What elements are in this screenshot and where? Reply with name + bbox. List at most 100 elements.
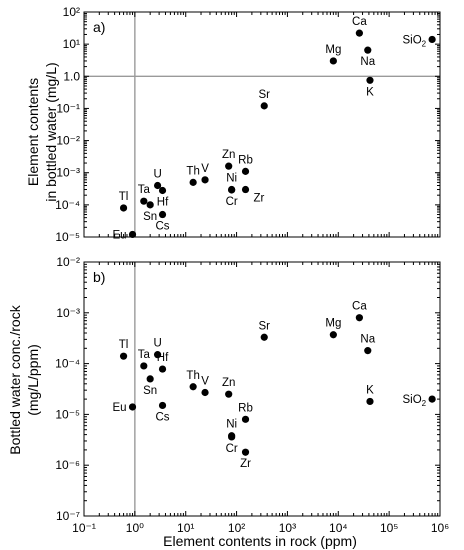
- panel-a: a) Element contents in bottled water (mg…: [25, 5, 441, 244]
- point-ta: [140, 197, 148, 205]
- point-label-ni: Ni: [226, 173, 237, 185]
- point-label-cs: Cs: [155, 221, 169, 233]
- y-tick-label: 10⁻¹: [56, 101, 80, 115]
- x-tick-label: 10⁴: [329, 521, 348, 535]
- point-label-sio2: SiO2: [402, 34, 426, 48]
- point-label-hf: Hf: [157, 196, 169, 208]
- point-cs: [158, 401, 167, 410]
- point-label-hf: Hf: [157, 352, 169, 364]
- point-label-mg: Mg: [325, 44, 341, 56]
- point-label-zr: Zr: [240, 458, 251, 470]
- point-label-ta: Ta: [138, 184, 151, 196]
- panel-b-ylabel-line1: Bottled water conc./rock: [7, 304, 23, 454]
- point-label-cr: Cr: [226, 443, 238, 455]
- point-cr: [228, 433, 236, 441]
- panel-a-label: a): [93, 19, 105, 35]
- point-hf: [158, 186, 167, 195]
- panel-b-ylabel-line2: (mg/L/ppm): [25, 344, 41, 416]
- point-u: [153, 181, 162, 190]
- x-tick-label: 10⁵: [380, 521, 398, 535]
- x-tick-label: 10⁰: [126, 521, 144, 535]
- point-label-zr: Zr: [254, 193, 265, 205]
- point-ta: [140, 362, 148, 370]
- y-tick-label: 10⁻⁵: [55, 230, 80, 244]
- y-tick-label: 10²: [63, 5, 80, 19]
- point-th: [189, 178, 197, 186]
- point-ca: [355, 314, 363, 322]
- y-tick-label: 10⁻²: [56, 134, 80, 148]
- panel-a-ylabel-line2: in bottled water (mg/L): [43, 62, 59, 201]
- point-sio2: [428, 35, 436, 44]
- point-label-eu: Eu: [112, 229, 126, 241]
- point-label-sr: Sr: [258, 89, 270, 101]
- y-tick-label: 10⁻⁴: [55, 357, 80, 371]
- point-label-u: U: [153, 338, 161, 350]
- point-label-na: Na: [360, 56, 375, 68]
- y-tick-label: 1.0: [63, 69, 80, 83]
- point-zn: [225, 162, 233, 170]
- point-rb: [241, 415, 250, 423]
- y-tick-label: 10¹: [63, 37, 80, 51]
- point-label-cr: Cr: [226, 196, 238, 208]
- point-sr: [260, 102, 268, 110]
- y-tick-label: 10⁻³: [56, 166, 80, 180]
- point-label-th: Th: [186, 370, 199, 382]
- point-label-sn: Sn: [143, 211, 157, 223]
- x-tick-label: 10³: [279, 521, 296, 535]
- point-label-sr: Sr: [258, 320, 270, 332]
- y-tick-label: 10⁻³: [56, 306, 80, 320]
- point-label-mg: Mg: [325, 318, 341, 330]
- y-tick-label: 10⁻⁷: [56, 509, 80, 523]
- point-label-zn: Zn: [222, 377, 235, 389]
- point-sio2: [428, 395, 436, 403]
- y-tick-label: 10⁻²: [56, 255, 80, 269]
- point-hf: [158, 365, 167, 373]
- y-tick-label: 10⁻⁶: [55, 458, 80, 472]
- x-tick-label: 10²: [228, 521, 245, 535]
- panel-a-ylabel-line1: Element contents: [25, 78, 41, 186]
- y-tick-label: 10⁻⁵: [55, 407, 80, 421]
- point-label-u: U: [153, 169, 161, 181]
- point-eu: [128, 230, 137, 239]
- point-sn: [146, 201, 154, 209]
- point-label-tl: Tl: [119, 191, 129, 203]
- point-sn: [146, 375, 154, 383]
- point-tl: [119, 204, 128, 212]
- point-u: [153, 351, 162, 359]
- point-label-sio2: SiO2: [402, 394, 426, 408]
- point-ca: [355, 29, 363, 37]
- point-label-v: V: [201, 163, 209, 175]
- x-tick-label: 10⁶: [431, 521, 449, 535]
- point-label-zn: Zn: [222, 149, 235, 161]
- point-label-na: Na: [360, 334, 375, 346]
- point-label-tl: Tl: [119, 339, 129, 351]
- point-mg: [329, 331, 337, 339]
- point-cr: [228, 186, 236, 194]
- point-label-rb: Rb: [238, 402, 253, 414]
- point-label-ca: Ca: [352, 16, 367, 28]
- point-na: [364, 46, 372, 54]
- point-na: [364, 347, 372, 355]
- point-v: [201, 176, 209, 184]
- point-mg: [329, 57, 337, 65]
- point-label-rb: Rb: [238, 154, 253, 166]
- point-label-k: K: [366, 86, 374, 98]
- point-k: [366, 76, 374, 84]
- plot-frame: [83, 261, 441, 517]
- x-tick-label: 10⁻¹: [72, 521, 96, 535]
- point-rb: [241, 167, 250, 175]
- point-cs: [158, 210, 167, 219]
- y-tick-label: 10⁻⁴: [55, 198, 80, 212]
- x-axis-title: Element contents in rock (ppm): [163, 533, 357, 549]
- panel-b: b) Bottled water conc./rock (mg/L/ppm) E…: [7, 255, 449, 549]
- point-label-ta: Ta: [138, 349, 151, 361]
- point-th: [189, 383, 197, 391]
- point-label-ca: Ca: [352, 301, 367, 313]
- point-label-ni: Ni: [226, 419, 237, 431]
- point-label-cs: Cs: [155, 411, 169, 423]
- x-tick-label: 10¹: [177, 521, 194, 535]
- panel-b-label: b): [93, 269, 105, 285]
- point-label-k: K: [366, 384, 374, 396]
- point-eu: [128, 403, 137, 411]
